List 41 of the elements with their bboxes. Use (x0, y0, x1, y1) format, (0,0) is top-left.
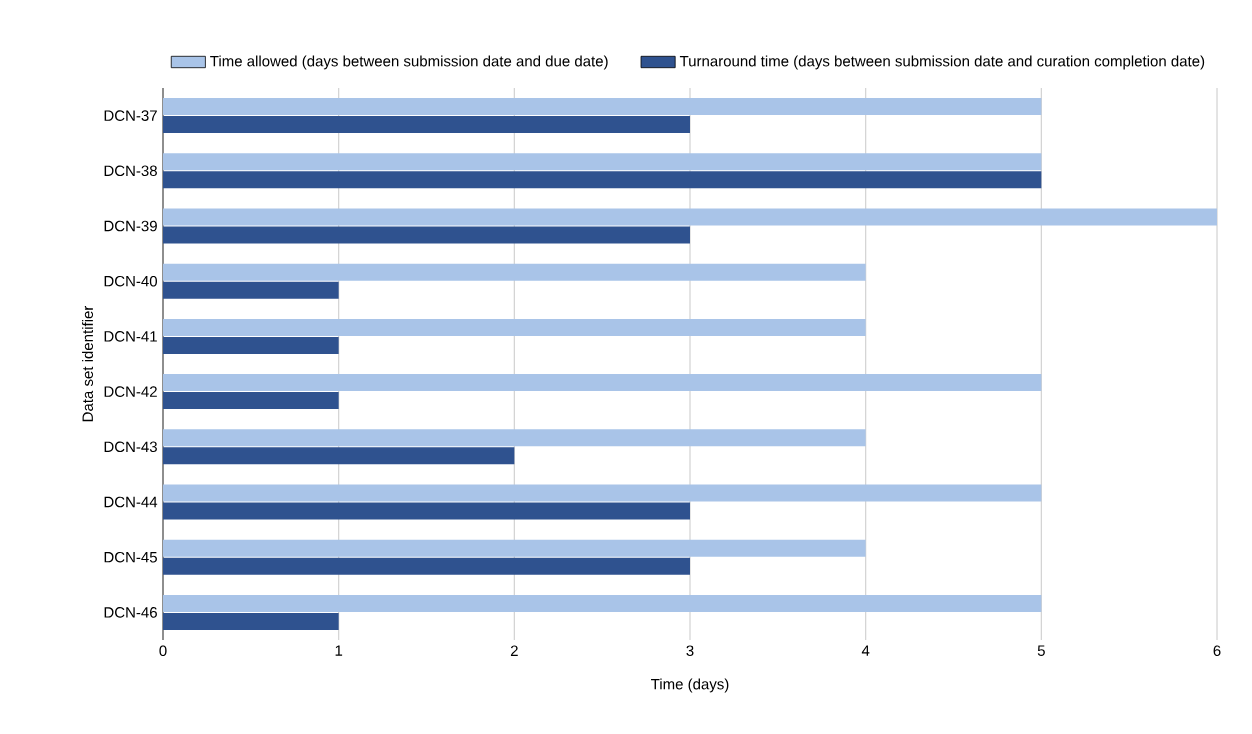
y-tick-label: DCN-40 (104, 275, 157, 287)
x-axis-title: Time (days) (651, 678, 729, 693)
bar (163, 392, 339, 410)
bar (163, 98, 1042, 116)
x-tick-label: 0 (159, 645, 167, 657)
bar (163, 447, 515, 465)
bar (163, 318, 866, 336)
y-tick-label: DCN-39 (104, 220, 157, 232)
y-tick-label: DCN-44 (104, 496, 158, 508)
x-tick-label: 2 (510, 645, 518, 656)
bar (163, 429, 866, 447)
bar (163, 153, 1042, 171)
x-tick-label: 6 (1213, 645, 1221, 657)
y-tick-label: DCN-42 (104, 386, 157, 397)
bar (163, 594, 1042, 612)
bar (163, 557, 690, 575)
bar (163, 171, 1042, 189)
bar (163, 263, 866, 281)
y-axis-title: Data set identifier (82, 305, 94, 422)
bar (163, 281, 339, 299)
legend-label: Turnaround time (days between submission date and curation completion date) (679, 55, 1205, 70)
x-tick-label: 1 (335, 645, 343, 656)
y-tick-label: DCN-46 (104, 607, 157, 618)
x-tick-label: 5 (1037, 645, 1045, 656)
bar (163, 226, 690, 244)
bar (163, 612, 339, 630)
bar (163, 336, 339, 354)
bar (163, 484, 1042, 502)
x-tick-label: 4 (861, 645, 870, 656)
y-tick-label: DCN-43 (104, 441, 157, 453)
bar (163, 374, 1042, 392)
y-tick-label: DCN-37 (104, 110, 157, 121)
bar (163, 208, 1218, 226)
legend-label: Time allowed (days between submission date and due date) (210, 55, 608, 70)
bar (163, 539, 866, 557)
bar (163, 116, 690, 134)
bar (163, 502, 690, 520)
y-tick-label: DCN-38 (104, 165, 157, 177)
x-tick-label: 3 (686, 645, 694, 657)
y-tick-label: DCN-41 (104, 331, 157, 342)
y-tick-label: DCN-45 (104, 551, 157, 563)
